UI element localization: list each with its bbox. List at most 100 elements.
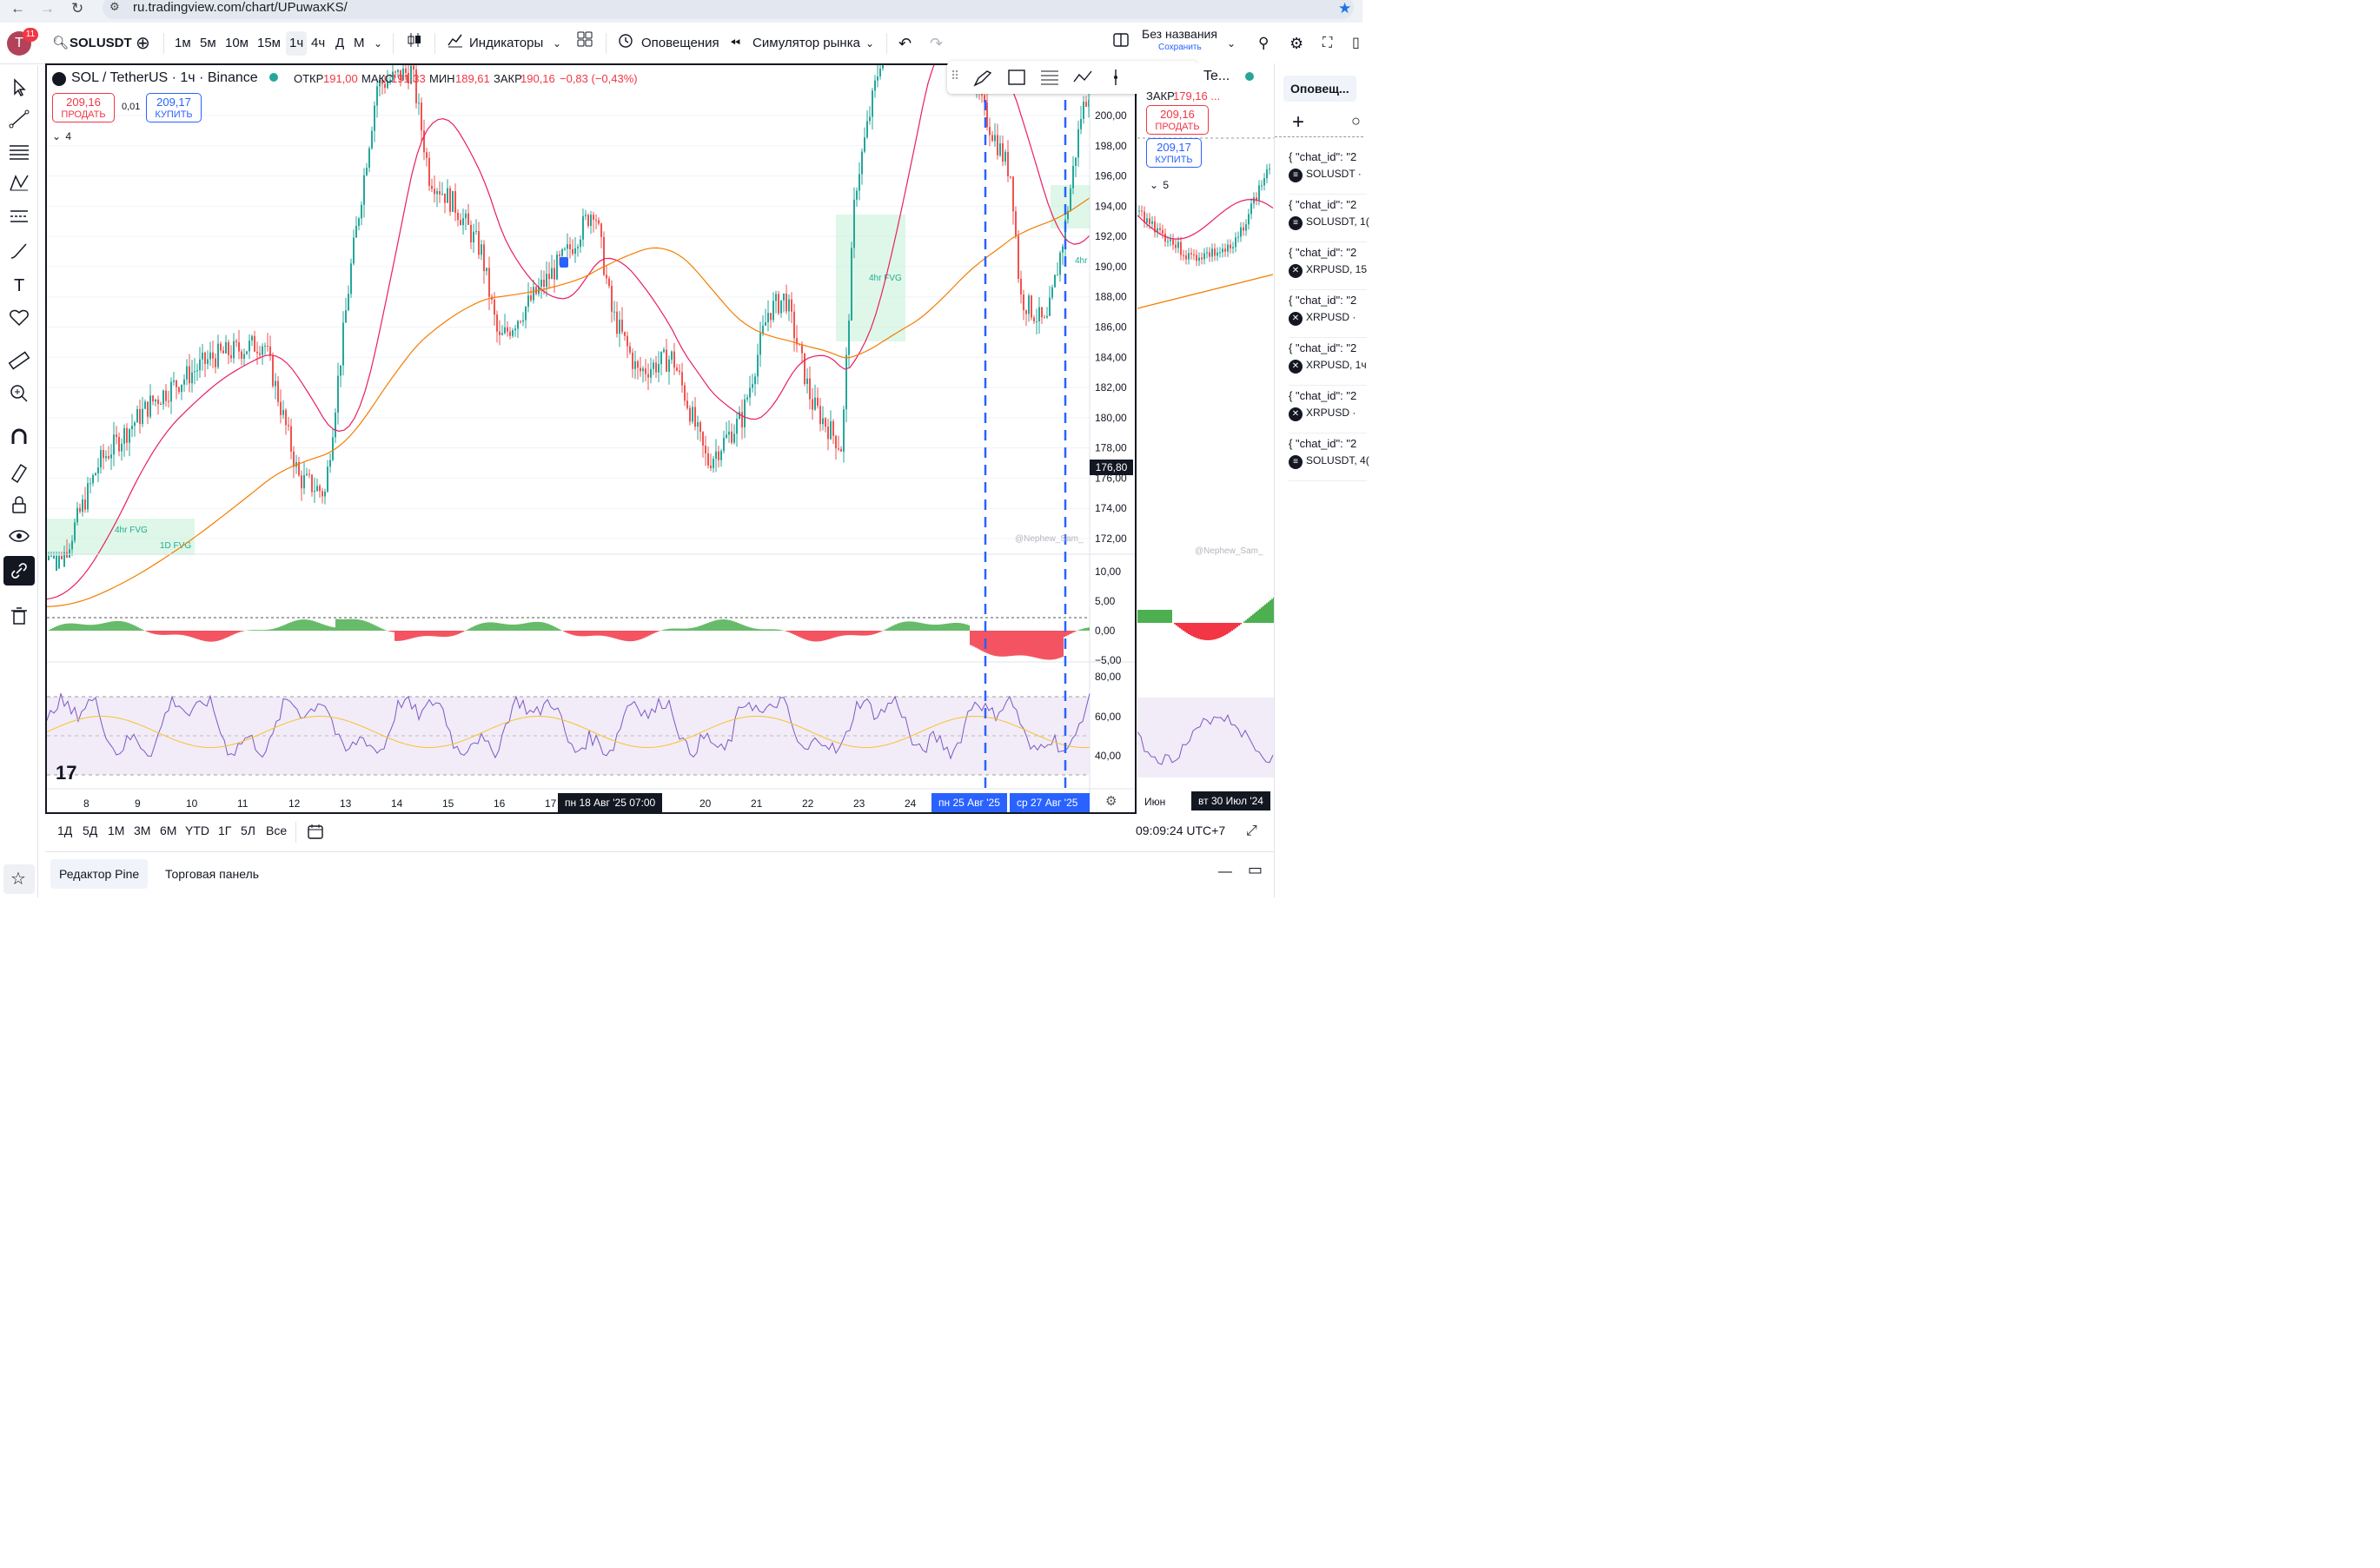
lock-icon[interactable] xyxy=(7,493,31,517)
interval-15m[interactable]: 15м xyxy=(257,36,281,50)
eye-icon[interactable] xyxy=(7,524,31,548)
layout-dropdown-icon[interactable]: ⌄ xyxy=(1227,37,1236,50)
interval-5m[interactable]: 5м xyxy=(200,36,216,50)
maximize-panel-icon[interactable]: ▭ xyxy=(1248,861,1263,878)
trash-icon[interactable] xyxy=(7,604,31,628)
range-ytd[interactable]: YTD xyxy=(185,824,209,837)
add-alert-icon[interactable]: + xyxy=(1292,110,1305,134)
alarm-clock-icon[interactable] xyxy=(617,31,634,56)
site-info-icon[interactable]: ⚙ xyxy=(109,0,120,13)
buy-button[interactable]: 209,17 КУПИТЬ xyxy=(146,93,202,122)
range-5d[interactable]: 5Д xyxy=(83,824,98,837)
path-tool-icon[interactable] xyxy=(1072,68,1093,87)
prediction-icon[interactable] xyxy=(7,204,31,228)
save-button[interactable]: Сохранить xyxy=(1158,43,1202,52)
alerts-tab[interactable]: Оповещ... xyxy=(1283,76,1356,102)
lock-drawing-icon[interactable] xyxy=(7,460,31,484)
range-5y[interactable]: 5Л xyxy=(241,824,255,837)
redo-icon[interactable]: ↷ xyxy=(930,35,944,52)
templates-grid-icon[interactable] xyxy=(577,31,593,56)
secondary-chart-title[interactable]: Te... xyxy=(1203,69,1230,83)
interval-day[interactable]: Д xyxy=(335,36,345,50)
indicators-button[interactable]: Индикаторы xyxy=(469,36,544,50)
indicators-collapse-toggle[interactable]: ⌄ 4 xyxy=(52,128,78,145)
range-1y[interactable]: 1Г xyxy=(218,824,232,837)
sell-button[interactable]: 209,16 ПРОДАТЬ xyxy=(52,93,115,122)
tradingview-logo[interactable]: 17 xyxy=(56,762,77,784)
text-tool-icon[interactable]: T xyxy=(7,272,31,296)
secondary-chart[interactable]: Te... ЗАКР 179,16 ... 209,16 ПРОДАТЬ 209… xyxy=(1137,63,1274,814)
alert-item[interactable]: { "chat_id": "2 ≡ SOLUSDT, 4( xyxy=(1289,433,1369,481)
link-tool-button[interactable] xyxy=(3,556,35,586)
cursor-icon[interactable] xyxy=(7,76,31,100)
url-text[interactable]: ru.tradingview.com/chart/UPuwaxKS/ xyxy=(133,0,348,15)
alert-item[interactable]: { "chat_id": "2 ≡ SOLUSDT · xyxy=(1289,147,1367,195)
lines-tool-icon[interactable] xyxy=(1039,68,1060,87)
rectangle-tool-icon[interactable] xyxy=(1006,68,1027,87)
heart-icon[interactable] xyxy=(7,305,31,329)
alerts-button[interactable]: Оповещения xyxy=(641,36,719,50)
magnet-icon[interactable] xyxy=(7,427,31,451)
back-icon[interactable]: ← xyxy=(10,0,25,17)
undo-icon[interactable]: ↶ xyxy=(898,35,912,52)
range-1m[interactable]: 1М xyxy=(108,824,125,837)
trend-line-icon[interactable] xyxy=(7,107,31,131)
indicators-dropdown-icon[interactable]: ⌄ xyxy=(553,37,562,50)
compare-add-icon[interactable]: ⊕ xyxy=(136,34,150,53)
drag-handle-icon[interactable]: ⠿ xyxy=(951,69,960,83)
interval-dropdown-icon[interactable]: ⌄ xyxy=(374,37,383,50)
layout-icon[interactable] xyxy=(1112,31,1130,56)
calendar-icon[interactable] xyxy=(306,822,325,841)
minimize-panel-icon[interactable]: ― xyxy=(1218,864,1232,879)
replay-icon[interactable]: ⏪︎ xyxy=(730,36,741,50)
interval-10m[interactable]: 10м xyxy=(225,36,249,50)
alert-item[interactable]: { "chat_id": "2 ✕ XRPUSD, 15 xyxy=(1289,242,1367,290)
search-icon[interactable]: 🔍︎ xyxy=(52,36,70,50)
interval-1m[interactable]: 1м xyxy=(175,36,191,50)
chart-title[interactable]: SOL / TetherUS · 1ч · Binance xyxy=(71,70,258,85)
range-3m[interactable]: 3М xyxy=(134,824,151,837)
secondary-indicators-toggle[interactable]: ⌄ 5 xyxy=(1150,176,1176,194)
alert-item[interactable]: { "chat_id": "2 ≡ SOLUSDT, 1( xyxy=(1289,195,1369,242)
secondary-sell-button[interactable]: 209,16 ПРОДАТЬ xyxy=(1146,105,1209,135)
quick-search-icon[interactable]: ⚲ xyxy=(1258,35,1270,51)
zoom-in-icon[interactable] xyxy=(7,381,31,406)
range-all[interactable]: Все xyxy=(266,824,288,837)
interval-4h[interactable]: 4ч xyxy=(311,36,326,50)
clock-timezone[interactable]: 09:09:24 UTC+7 xyxy=(1136,824,1226,837)
replay-button[interactable]: Симулятор рынка xyxy=(752,36,860,50)
brush-tool-icon[interactable] xyxy=(973,68,994,87)
alert-item[interactable]: { "chat_id": "2 ✕ XRPUSD, 1ч xyxy=(1289,338,1367,386)
reload-icon[interactable]: ↻ xyxy=(71,0,84,17)
snapshot-icon[interactable]: ▯ xyxy=(1352,36,1360,50)
secondary-buy-button[interactable]: 209,17 КУПИТЬ xyxy=(1146,138,1202,168)
interval-month[interactable]: М xyxy=(354,36,365,50)
watchlist-button[interactable]: ☆ xyxy=(3,864,35,894)
ruler-icon[interactable] xyxy=(7,348,31,373)
alert-item[interactable]: { "chat_id": "2 ✕ XRPUSD · xyxy=(1289,290,1367,338)
symbol-search-button[interactable]: SOLUSDT xyxy=(70,36,132,50)
brush-icon[interactable] xyxy=(7,239,31,263)
maximize-icon[interactable]: ⤢ xyxy=(1246,824,1257,838)
main-chart[interactable]: 4hr FVG 1D FVG 4hr FVG 4hr 200,00 198,00 196,0… xyxy=(45,63,1137,814)
range-6m[interactable]: 6М xyxy=(160,824,177,837)
replay-dropdown-icon[interactable]: ⌄ xyxy=(865,37,875,50)
fib-retracement-icon[interactable] xyxy=(7,140,31,164)
tab-pine-editor[interactable]: Редактор Pine xyxy=(50,859,149,889)
forward-icon[interactable]: → xyxy=(40,0,55,17)
range-1d[interactable]: 1Д xyxy=(57,824,73,837)
candle-type-icon[interactable] xyxy=(406,31,423,56)
pattern-icon[interactable] xyxy=(7,171,31,195)
bookmark-star-icon[interactable]: ★ xyxy=(1338,0,1352,17)
interval-1h[interactable]: 1ч xyxy=(286,31,308,56)
layout-name[interactable]: Без названия xyxy=(1142,27,1217,41)
address-bar[interactable] xyxy=(103,0,1354,19)
alert-search-icon[interactable]: ○ xyxy=(1351,112,1361,129)
settings-gear-icon[interactable]: ⚙ xyxy=(1289,35,1304,52)
tab-trading-panel[interactable]: Торговая панель xyxy=(165,867,260,881)
axis-settings-gear-icon[interactable]: ⚙ xyxy=(1105,794,1117,809)
vertical-line-icon[interactable] xyxy=(1105,68,1126,87)
indicators-icon[interactable] xyxy=(447,31,464,56)
fullscreen-icon[interactable]: ⛶ xyxy=(1323,36,1333,50)
